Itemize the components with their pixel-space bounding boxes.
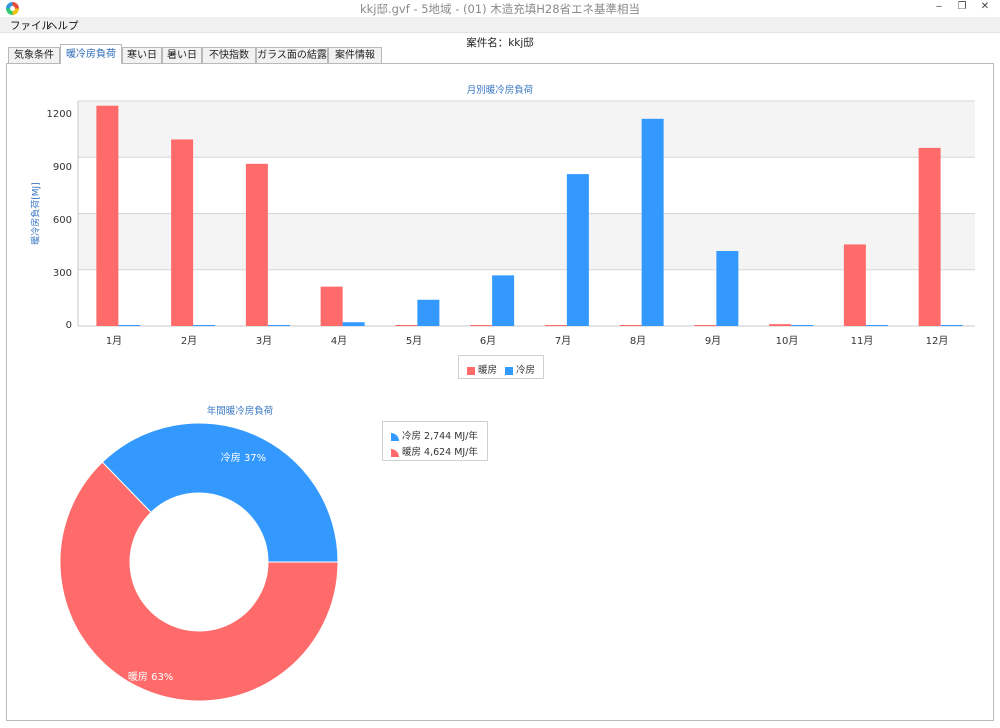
x-tick-label: 11月 xyxy=(850,336,874,347)
window-title: kkj邸.gvf - 5地域 - (01) 木造充填H28省エネ基準相当 xyxy=(359,2,641,16)
x-tick-label: 12月 xyxy=(925,336,949,347)
bar-heating-9 xyxy=(694,325,717,326)
legend-item-heating: 暖房 xyxy=(467,362,497,376)
legend-item-cooling: 冷房 2,744 MJ/年 xyxy=(391,428,478,442)
tab-discomfort-index[interactable]: 不快指数 xyxy=(202,47,256,63)
tab-hot-day[interactable]: 暑い日 xyxy=(162,47,202,63)
bar-cooling-2 xyxy=(193,325,216,326)
grid-band xyxy=(78,213,975,270)
bar-cooling-3 xyxy=(267,325,290,326)
pie-slice-label: 冷房 37% xyxy=(221,451,266,464)
x-tick-label: 6月 xyxy=(479,336,497,347)
x-tick-label: 7月 xyxy=(554,336,572,347)
cooling-swatch-icon xyxy=(505,366,513,375)
bar-heating-3 xyxy=(245,163,268,326)
x-tick-label: 1月 xyxy=(105,336,123,347)
legend-item-cooling: 冷房 xyxy=(505,362,535,376)
pie-slice-cooling xyxy=(101,422,339,563)
bar-cooling-4 xyxy=(342,322,365,326)
bar-heating-10 xyxy=(769,324,792,326)
pie-slice-label: 暖房 63% xyxy=(128,670,173,683)
pie-chart-title: 年間暖冷房負荷 xyxy=(206,406,274,417)
bar-cooling-5 xyxy=(417,299,440,326)
tab-case-info[interactable]: 案件情報 xyxy=(328,47,382,63)
menu-file[interactable]: ファイル xyxy=(10,20,52,32)
legend-item-heating: 暖房 4,624 MJ/年 xyxy=(391,444,478,458)
tab-panel xyxy=(6,63,994,721)
tab-cold-day[interactable]: 寒い日 xyxy=(122,47,162,63)
y-tick-label: 300 xyxy=(52,268,72,279)
y-tick-label: 600 xyxy=(52,215,72,226)
bar-heating-12 xyxy=(918,147,941,326)
case-name-label: 案件名：kkj邸 xyxy=(466,37,534,49)
tab-heating-cooling-load[interactable]: 暖冷房負荷 xyxy=(60,44,122,64)
x-tick-label: 8月 xyxy=(629,336,647,347)
x-tick-label: 10月 xyxy=(775,336,799,347)
pie-chart-legend: 冷房 2,744 MJ/年 暖房 4,624 MJ/年 xyxy=(382,421,488,461)
bar-cooling-8 xyxy=(641,118,664,326)
maximize-button[interactable]: ❐ xyxy=(957,1,967,12)
legend-label: 暖房 4,624 MJ/年 xyxy=(402,447,478,458)
x-tick-label: 3月 xyxy=(255,336,273,347)
bar-cooling-9 xyxy=(716,251,739,326)
x-tick-label: 9月 xyxy=(704,336,722,347)
bar-cooling-10 xyxy=(791,325,814,326)
heating-slice-icon xyxy=(391,448,399,457)
y-tick-label: 1200 xyxy=(46,109,72,120)
bar-chart-legend: 暖房 冷房 xyxy=(458,355,544,379)
close-button[interactable]: ✕ xyxy=(980,1,990,12)
minimize-button[interactable]: ‒ xyxy=(935,1,943,12)
x-tick-label: 4月 xyxy=(330,336,348,347)
bar-cooling-7 xyxy=(566,174,589,326)
menu-bar: ファイル ヘルプ xyxy=(0,17,1000,33)
bar-cooling-12 xyxy=(940,325,963,326)
bar-heating-8 xyxy=(619,325,642,326)
bar-heating-7 xyxy=(544,325,567,326)
bar-cooling-6 xyxy=(492,275,515,326)
menu-help[interactable]: ヘルプ xyxy=(47,20,79,32)
y-tick-label: 0 xyxy=(65,320,72,331)
grid-band xyxy=(78,101,975,158)
tab-weather-conditions[interactable]: 気象条件 xyxy=(8,47,60,63)
bar-chart-title: 月別暖冷房負荷 xyxy=(466,85,534,96)
cooling-slice-icon xyxy=(391,432,399,441)
bar-heating-11 xyxy=(843,244,866,326)
bar-cooling-1 xyxy=(118,325,141,326)
tab-glass-condensation[interactable]: ガラス面の結露 xyxy=(256,47,328,63)
bar-heating-2 xyxy=(171,139,194,326)
bar-heating-4 xyxy=(320,286,343,326)
heating-swatch-icon xyxy=(467,366,475,375)
y-tick-label: 900 xyxy=(52,162,72,173)
legend-label: 暖房 xyxy=(478,365,498,376)
bar-cooling-11 xyxy=(865,325,888,326)
bar-heating-5 xyxy=(395,325,418,326)
bar-heating-1 xyxy=(96,105,119,326)
legend-label: 冷房 xyxy=(516,365,536,376)
bar-heating-6 xyxy=(470,325,493,326)
title-bar: kkj邸.gvf - 5地域 - (01) 木造充填H28省エネ基準相当 ‒ ❐… xyxy=(0,0,1000,17)
app-logo-icon xyxy=(6,2,19,15)
legend-label: 冷房 2,744 MJ/年 xyxy=(402,431,478,442)
x-tick-label: 2月 xyxy=(180,336,198,347)
x-tick-label: 5月 xyxy=(405,336,423,347)
pie-slice-heating xyxy=(59,461,339,702)
